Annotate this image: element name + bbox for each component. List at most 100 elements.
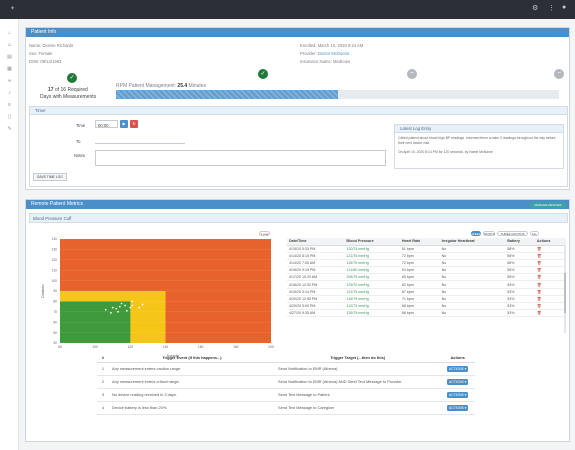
table-range-month[interactable]: MONTH xyxy=(483,231,495,236)
chart-icon[interactable]: ▤ xyxy=(7,54,12,60)
measurement-text-line2: Days with Measurements xyxy=(40,94,97,100)
table-cell: 126/79 mmHg xyxy=(344,309,400,318)
table-cell: Send Notification to EMR (Athena) xyxy=(275,362,441,376)
y-tick-label: 100 xyxy=(51,279,57,283)
readings-table: Date/Time Blood Pressure Heart Rate Irregul… xyxy=(287,238,566,318)
y-tick-label: 130 xyxy=(51,248,57,252)
blood-pressure-chart: 140 130 120 110 100 90 80 70 60 50 40 80 100 120 140 1… xyxy=(41,237,274,358)
delete-icon[interactable]: 🗑 xyxy=(534,266,566,275)
measurement-summary: 17 of 16 Required xyxy=(48,87,88,93)
document-icon[interactable]: ▯ xyxy=(8,114,11,120)
y-tick-label: 140 xyxy=(51,237,57,241)
patient-dob: DOB: 09/14/1963 xyxy=(29,59,62,64)
calendar-icon[interactable]: ▦ xyxy=(7,66,12,72)
table-range-three-months[interactable]: THREE MONTHS xyxy=(497,231,528,236)
notes-label: Notes xyxy=(74,153,85,158)
table-cell: 4/17/20 10:20 AM xyxy=(287,273,345,282)
delete-icon[interactable]: 🗑 xyxy=(534,302,566,311)
table-row: 4/18/20 12:30 PM 125/70 mmHg 62 bpm No 54% 🗑 xyxy=(287,280,566,289)
bell-icon[interactable]: ♪ xyxy=(8,90,11,96)
column-header: Trigger Target (...then do this) xyxy=(275,353,441,363)
top-bar: ✦ ⚙ ⋮ ● xyxy=(0,0,575,19)
user-icon[interactable]: ● xyxy=(562,4,567,11)
table-cell: No xyxy=(439,266,506,275)
reset-button[interactable]: ↻ xyxy=(130,120,138,128)
actions-button[interactable]: ACTIONS ▾ xyxy=(447,378,469,385)
column-header: Trigger Event (If this happens...) xyxy=(109,353,275,363)
table-range-week[interactable]: WEEK xyxy=(471,231,481,236)
table-cell: No xyxy=(439,273,506,282)
delete-icon[interactable]: 🗑 xyxy=(534,280,566,289)
data-point xyxy=(138,306,141,309)
users-icon[interactable]: ☺ xyxy=(6,42,13,48)
enrolled-date: Enrolled: March 10, 2020 8:24 AM xyxy=(300,43,364,48)
column-header: Actions xyxy=(440,353,475,363)
zone-normal xyxy=(60,301,131,343)
table-row: 4 Device battery is less than 20%. Send Te… xyxy=(97,401,475,415)
delete-icon[interactable]: 🗑 xyxy=(534,273,566,282)
gear-icon[interactable]: ⚙ xyxy=(532,5,539,12)
table-cell: 58% xyxy=(505,245,535,253)
wrench-icon[interactable]: ✎ xyxy=(7,126,12,132)
delete-icon[interactable]: 🗑 xyxy=(534,295,566,304)
save-time-log-button[interactable]: SAVE TIME LOG xyxy=(33,173,67,181)
table-cell: 121/76 mmHg xyxy=(344,252,400,260)
actions-button[interactable]: ACTIONS ▾ xyxy=(447,365,469,372)
notes-textarea[interactable] xyxy=(95,150,386,166)
table-cell: 4/16/20 9:19 PM xyxy=(287,266,345,275)
rpm-value: 25.4 xyxy=(177,83,188,89)
column-header: # xyxy=(97,353,109,363)
link-icon[interactable]: ∞ xyxy=(7,78,12,84)
column-header: Actions xyxy=(534,238,566,246)
table-cell: No xyxy=(439,245,506,253)
table-range-all[interactable]: ALL xyxy=(530,231,539,236)
actions-button[interactable]: ACTIONS ▾ xyxy=(447,404,469,411)
table-cell: 4/14/20 7:05 AM xyxy=(287,259,345,268)
table-row: 4/20/20 12:55 PM 115/79 mmHg 71 bpm No 53% 🗑 xyxy=(287,295,566,304)
table-cell: 115/79 mmHg xyxy=(344,295,400,304)
table-cell: Send Notification to EMR (Athena) AND Se… xyxy=(275,375,441,389)
table-row: 4/16/20 9:19 PM 121/80 mmHg 53 bpm No 55% 🗑 xyxy=(287,266,566,275)
time-input[interactable]: 00:00 xyxy=(95,120,118,128)
blood-pressure-header: Blood Pressure Cuff xyxy=(29,213,568,223)
table-row: 4/14/20 8:15 PM 121/76 mmHg 72 bpm No 56% 🗑 xyxy=(287,252,566,260)
actions-cell: ACTIONS ▾ xyxy=(440,388,475,402)
manage-devices-button[interactable]: MANAGE DEVICES xyxy=(530,202,566,208)
column-header: Date/Time xyxy=(287,238,345,246)
table-cell: 53% xyxy=(505,288,535,296)
to-field[interactable] xyxy=(95,143,185,144)
rpm-check-icon: ✓ xyxy=(258,69,268,79)
home-icon[interactable]: ⌂ xyxy=(7,30,12,36)
list-icon[interactable]: ≡ xyxy=(8,102,11,108)
column-header: Irregular Heartbeat xyxy=(439,238,506,246)
table-cell: 2 xyxy=(97,375,109,389)
delete-icon[interactable]: 🗑 xyxy=(534,259,566,268)
delete-icon[interactable]: 🗑 xyxy=(534,245,566,253)
table-row: 4/20/20 5:00 PM 112/73 mmHg 68 bpm No 53% 🗑 xyxy=(287,302,566,311)
chart-range-pill[interactable]: 1 year xyxy=(259,231,270,236)
latest-log-text: Called patient about blood high BP readi… xyxy=(398,136,556,145)
timer-box: Timer Time 00:00 ▶ ↻ To Notes SAVE TIME … xyxy=(29,106,568,187)
table-row: 2 Any measurement enters critical range. S… xyxy=(97,375,475,389)
table-scrollbar-thumb[interactable] xyxy=(564,273,566,313)
provider-label: Provider: xyxy=(300,51,317,56)
delete-icon[interactable]: 🗑 xyxy=(534,309,566,318)
table-cell: 121/80 mmHg xyxy=(344,266,400,275)
column-header: Blood Pressure xyxy=(344,238,400,246)
table-cell: Device battery is less than 20%. xyxy=(109,401,275,415)
more-vertical-icon[interactable]: ⋮ xyxy=(548,5,555,12)
play-button[interactable]: ▶ xyxy=(120,120,128,128)
table-cell: No xyxy=(439,259,506,268)
actions-button[interactable]: ACTIONS ▾ xyxy=(447,391,469,398)
table-scrollbar[interactable] xyxy=(564,245,566,333)
data-point xyxy=(115,307,118,310)
delete-icon[interactable]: 🗑 xyxy=(534,288,566,296)
rpm-progress-track xyxy=(116,90,559,99)
data-point xyxy=(124,304,126,307)
latest-log-header: Latest Log Entry xyxy=(395,125,563,133)
data-point xyxy=(118,305,121,308)
provider-link[interactable]: Doctor McDoctor xyxy=(317,51,350,56)
y-tick-label: 110 xyxy=(52,268,57,272)
y-tick-label: 50 xyxy=(53,331,57,335)
delete-icon[interactable]: 🗑 xyxy=(534,252,566,260)
